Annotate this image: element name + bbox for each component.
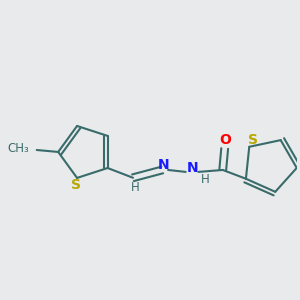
Text: H: H	[201, 173, 209, 186]
Text: S: S	[71, 178, 81, 192]
Text: CH₃: CH₃	[7, 142, 29, 154]
Text: O: O	[220, 133, 232, 147]
Text: S: S	[248, 133, 258, 147]
Text: N: N	[187, 161, 198, 175]
Text: N: N	[158, 158, 169, 172]
Text: H: H	[130, 181, 139, 194]
